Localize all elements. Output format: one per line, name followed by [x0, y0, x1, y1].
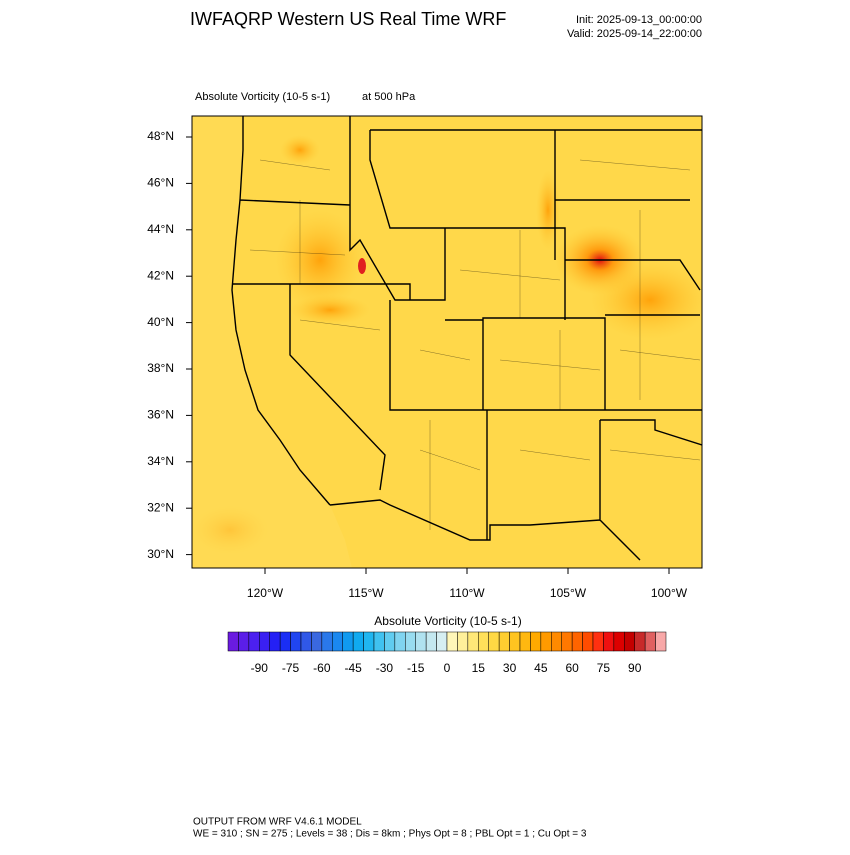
init-time: Init: 2025-09-13_00:00:00 — [576, 14, 702, 26]
colorbar-box — [457, 631, 469, 652]
colorbar-box — [415, 631, 427, 652]
lat-label: 40°N — [147, 315, 174, 329]
colorbar-label: 15 — [472, 661, 486, 675]
colorbar-label: 90 — [628, 661, 642, 675]
colorbar-label: -75 — [282, 661, 300, 675]
colorbar-title: Absolute Vorticity (10-5 s-1) — [374, 614, 521, 628]
colorbar-label: -30 — [376, 661, 394, 675]
colorbar-box — [634, 631, 646, 652]
lat-label: 42°N — [147, 268, 174, 282]
colorbar-label: -45 — [344, 661, 362, 675]
colorbar-label: -90 — [251, 661, 269, 675]
colorbar-box — [603, 631, 615, 652]
lon-label: 120°W — [247, 586, 284, 600]
colorbar-box — [519, 631, 531, 652]
colorbar-label: 75 — [597, 661, 611, 675]
map-frame — [191, 115, 703, 569]
colorbar-box — [227, 631, 239, 652]
axis-labels: 48°N 46°N 44°N 42°N 40°N 38°N 36°N 34°N 32°N 30°N… — [147, 129, 688, 600]
colorbar-box — [446, 631, 458, 652]
colorbar-box — [571, 631, 583, 652]
field-patch — [358, 258, 366, 274]
colorbar-box — [561, 631, 573, 652]
field-patch — [590, 260, 702, 340]
colorbar-box — [248, 631, 260, 652]
colorbar-box — [644, 631, 656, 652]
colorbar-box — [467, 631, 479, 652]
colorbar-label: 0 — [444, 661, 451, 675]
colorbar-box — [488, 631, 500, 652]
lat-label: 38°N — [147, 361, 174, 375]
colorbar-box — [582, 631, 594, 652]
colorbar-box — [592, 631, 604, 652]
county-borders — [249, 159, 701, 530]
lat-label: 48°N — [147, 129, 174, 143]
colorbar-box — [436, 631, 448, 652]
colorbar-box — [425, 631, 437, 652]
field-patch — [536, 170, 560, 250]
lon-label: 100°W — [651, 586, 688, 600]
colorbar-box — [373, 631, 385, 652]
state-borders — [231, 116, 702, 561]
colorbar-label: 30 — [503, 661, 517, 675]
colorbar-box — [238, 631, 250, 652]
colorbar-box — [290, 631, 302, 652]
lon-label: 115°W — [348, 586, 384, 600]
colorbar-box — [300, 631, 312, 652]
lat-label: 32°N — [147, 500, 174, 514]
colorbar-box — [394, 631, 406, 652]
level-label: at 500 hPa — [362, 91, 416, 103]
colorbar-box — [352, 631, 364, 652]
valid-time: Valid: 2025-09-14_22:00:00 — [567, 28, 702, 40]
colorbar-box — [363, 631, 375, 652]
colorbar-box — [321, 631, 333, 652]
colorbar-box — [551, 631, 562, 652]
colorbar-label: -15 — [407, 661, 425, 675]
title: IWFAQRP Western US Real Time WRF — [190, 9, 506, 29]
field-patch — [275, 210, 365, 310]
field-label: Absolute Vorticity (10-5 s-1) — [195, 91, 330, 103]
colorbar-box — [384, 631, 396, 652]
map-field — [192, 116, 702, 568]
colorbar-box — [624, 631, 635, 652]
footer-line: OUTPUT FROM WRF V4.6.1 MODEL — [193, 817, 362, 828]
colorbar-box — [540, 631, 552, 652]
colorbar: -90 -75 -60 -45 -30 -15 0 15 30 45 60 75 90 — [227, 631, 667, 675]
colorbar-box — [509, 631, 521, 652]
colorbar-box — [259, 631, 270, 652]
colorbar-box — [655, 631, 667, 652]
lat-label: 44°N — [147, 222, 174, 236]
lon-label: 105°W — [550, 586, 587, 600]
lat-label: 34°N — [147, 454, 174, 468]
colorbar-label: 60 — [565, 661, 579, 675]
colorbar-box — [311, 631, 323, 652]
colorbar-box — [405, 631, 416, 652]
colorbar-box — [269, 631, 281, 652]
lon-label: 110°W — [449, 586, 485, 600]
colorbar-box — [478, 631, 489, 652]
colorbar-box — [342, 631, 354, 652]
colorbar-box — [613, 631, 625, 652]
colorbar-box — [498, 631, 510, 652]
colorbar-box — [530, 631, 542, 652]
colorbar-label: -60 — [313, 661, 331, 675]
ocean — [192, 116, 352, 568]
lat-label: 30°N — [147, 547, 174, 561]
footer-line: WE = 310 ; SN = 275 ; Levels = 38 ; Dis … — [193, 829, 587, 840]
lat-label: 36°N — [147, 408, 174, 422]
colorbar-label: 45 — [534, 661, 548, 675]
colorbar-box — [279, 631, 291, 652]
lat-label: 46°N — [147, 176, 174, 190]
field-patch — [290, 295, 370, 325]
colorbar-box — [332, 631, 343, 652]
field-patch — [280, 135, 320, 165]
